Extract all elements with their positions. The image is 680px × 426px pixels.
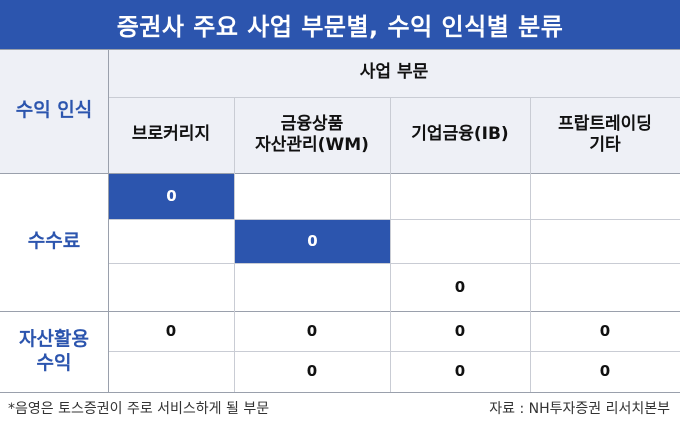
table-cell-r4-brokerage: 0 — [165, 321, 177, 340]
page-title: 증권사 주요 사업 부문별, 수익 인식별 분류 — [0, 0, 680, 49]
table-cell-r5-trading: 0 — [599, 362, 611, 381]
table-cell-r3-trading — [530, 263, 680, 311]
table-cell-r5-ib: 0 — [454, 362, 466, 381]
row-group-fee: 수수료 — [27, 230, 81, 253]
column-header-trading: 프랍트레이딩 기타 — [558, 113, 652, 155]
source-credit: 자료 : NH투자증권 리서치본부 — [489, 401, 670, 417]
table-cell-r3-ib: 0 — [454, 277, 466, 296]
classification-table: 사업 부문 수익 인식 브로커리지 금융상품 자산관리(WM) 기업금융(IB)… — [0, 49, 680, 393]
column-header-brokerage: 브로커리지 — [131, 124, 211, 145]
row-group-asset-income: 자산활용 수익 — [19, 327, 89, 374]
table-cell-r1-wm — [234, 173, 390, 219]
table-cell-r2-trading — [530, 219, 680, 263]
header-background — [0, 49, 680, 173]
table-cell-r3-wm — [234, 263, 390, 311]
column-header-wm: 금융상품 자산관리(WM) — [255, 113, 369, 155]
table-cell-r1-ib — [390, 173, 530, 219]
row-group-header: 수익 인식 — [15, 99, 93, 122]
column-header-ib: 기업금융(IB) — [411, 124, 509, 145]
footnote: *음영은 토스증권이 주로 서비스하게 될 부문 — [8, 401, 270, 417]
table-cell-r4-wm: 0 — [306, 321, 318, 340]
table-cell-r4-ib: 0 — [454, 321, 466, 340]
table-cell-r1-brokerage: 0 — [109, 174, 234, 219]
table-cell-r5-brokerage — [108, 351, 234, 392]
table-cell-r2-wm: 0 — [235, 220, 390, 263]
table-cell-r4-trading: 0 — [599, 321, 611, 340]
table-cell-r1-trading — [530, 173, 680, 219]
table-cell-r2-ib — [390, 219, 530, 263]
table-cell-r2-brokerage — [108, 219, 234, 263]
table-cell-r5-wm: 0 — [306, 362, 318, 381]
table-cell-r3-brokerage — [108, 263, 234, 311]
column-group-header: 사업 부문 — [359, 62, 429, 83]
